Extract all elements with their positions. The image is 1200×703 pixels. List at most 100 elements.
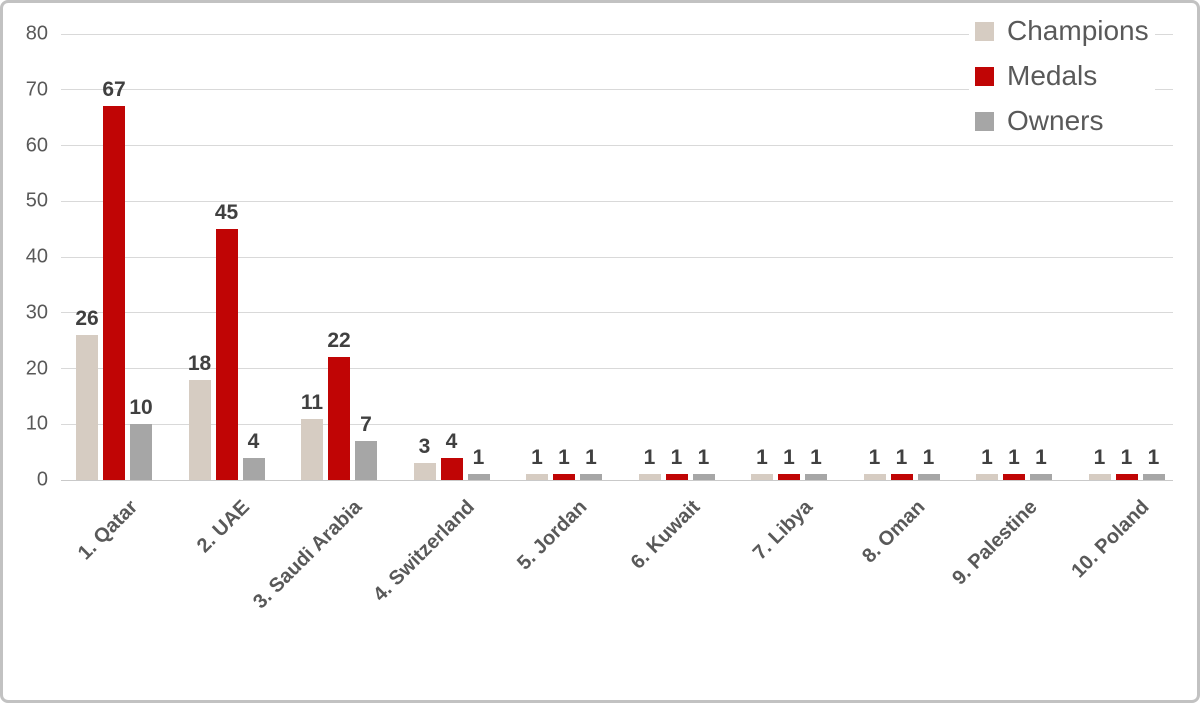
bar-medals-9: 1: [1003, 446, 1025, 480]
y-axis-tick-40: 40: [25, 245, 48, 268]
bar-champions-8: 1: [863, 446, 886, 480]
legend-label-owners: Owners: [1007, 105, 1104, 136]
data-label-owners-4: 1: [472, 446, 485, 470]
legend-item-champions: Champions: [975, 15, 1149, 47]
gridline-10: [61, 423, 1173, 425]
bar-owners-5: 1: [580, 446, 602, 480]
y-axis-tick-30: 30: [25, 301, 48, 324]
data-label-champions-2: 18: [187, 351, 212, 375]
data-label-owners-8: 1: [922, 446, 935, 470]
bar-owners-3: 7: [355, 413, 377, 480]
data-label-champions-1: 26: [75, 307, 99, 331]
bar-group-3: 11 22 7: [301, 329, 377, 480]
bar-owners-9: 1: [1030, 446, 1052, 480]
bar-champions-1: 26: [75, 307, 99, 480]
bar-group-2: 18 45 4: [188, 201, 265, 480]
x-axis-label-2: 2. UAE: [192, 496, 255, 558]
y-axis-tick-60: 60: [25, 134, 48, 156]
data-label-medals-4: 4: [445, 429, 458, 453]
y-axis-tick-70: 70: [25, 78, 48, 101]
bar-owners-7: 1: [805, 446, 827, 480]
data-label-champions-9: 1: [981, 446, 993, 470]
legend-item-medals: Medals: [975, 60, 1149, 92]
data-label-medals-6: 1: [670, 446, 683, 470]
data-label-owners-3: 7: [360, 412, 372, 436]
gridline-20: [61, 368, 1173, 369]
x-axis-label-4: 4. Switzerland: [369, 496, 480, 606]
data-label-owners-10: 1: [1147, 446, 1160, 470]
data-label-medals-1: 67: [102, 78, 126, 102]
bar-champions-10: 1: [1088, 446, 1111, 480]
gridline-60: [61, 145, 1173, 146]
data-label-medals-5: 1: [558, 446, 570, 470]
owners-swatch-icon: [975, 111, 994, 131]
data-label-owners-5: 1: [585, 446, 597, 470]
bar-medals-7: 1: [778, 446, 800, 480]
medals-swatch-icon: [975, 66, 994, 86]
gridline-50: [61, 200, 1173, 202]
data-label-champions-6: 1: [643, 446, 656, 470]
bar-medals-4: 4: [440, 430, 463, 480]
data-label-owners-9: 1: [1035, 446, 1047, 470]
data-label-owners-2: 4: [247, 429, 260, 453]
bar-medals-10: 1: [1115, 446, 1138, 480]
x-axis-label-1: 1. Qatar: [73, 496, 142, 565]
data-label-medals-3: 22: [327, 329, 351, 353]
bar-champions-2: 18: [188, 352, 211, 480]
bar-medals-8: 1: [890, 446, 913, 480]
x-axis-label-9: 9. Palestine: [948, 496, 1042, 590]
data-label-champions-5: 1: [531, 446, 543, 470]
bar-medals-1: 67: [102, 78, 126, 480]
x-axis-label-7: 7. Libya: [748, 496, 817, 565]
bar-medals-2: 45: [215, 201, 238, 480]
legend-label-medals: Medals: [1007, 60, 1098, 91]
bar-owners-1: 10: [129, 396, 153, 480]
x-axis-label-3: 3. Saudi Arabia: [249, 496, 367, 614]
bar-owners-2: 4: [242, 430, 265, 480]
data-label-champions-8: 1: [868, 446, 881, 470]
gridline-70: [61, 89, 1173, 91]
legend: Champions Medals Owners: [969, 13, 1155, 139]
bar-champions-6: 1: [638, 446, 661, 480]
bar-champions-3: 11: [301, 391, 323, 480]
data-label-medals-7: 1: [783, 446, 795, 470]
x-axis-label-5: 5. Jordan: [513, 496, 592, 575]
bar-champions-7: 1: [751, 446, 773, 480]
plot-area: 0 10 20 30 40 50 60 70 80 26 67 10 1. Qatar 18 45 4 2. U…: [26, 23, 1173, 613]
gridline-30: [61, 312, 1173, 314]
legend-label-champions: Champions: [1007, 15, 1149, 46]
data-label-medals-9: 1: [1008, 446, 1020, 470]
data-label-champions-4: 3: [418, 435, 431, 459]
data-label-owners-1: 10: [129, 396, 153, 420]
data-label-medals-8: 1: [895, 446, 908, 470]
data-label-owners-6: 1: [697, 446, 710, 470]
bar-medals-5: 1: [553, 446, 575, 480]
y-axis-tick-80: 80: [25, 22, 48, 45]
y-axis-tick-50: 50: [25, 189, 48, 212]
gridline-80: [61, 33, 1173, 35]
data-label-medals-10: 1: [1120, 446, 1133, 470]
data-label-owners-7: 1: [810, 446, 822, 470]
bar-champions-4: 3: [413, 435, 436, 480]
bar-owners-4: 1: [467, 446, 490, 480]
gridline-40: [61, 256, 1173, 258]
legend-item-owners: Owners: [975, 105, 1149, 137]
x-axis-label-10: 10. Poland: [1067, 496, 1155, 583]
champions-swatch-icon: [975, 21, 994, 41]
y-axis-tick-10: 10: [25, 412, 48, 435]
data-label-champions-7: 1: [756, 446, 768, 470]
data-label-champions-10: 1: [1093, 446, 1106, 470]
bar-owners-6: 1: [692, 446, 715, 480]
bar-group-1: 26 67 10: [75, 78, 153, 480]
x-axis-label-8: 8. Oman: [857, 496, 930, 568]
data-label-medals-2: 45: [214, 201, 239, 225]
x-axis-label-6: 6. Kuwait: [626, 496, 705, 574]
gridline-0: [61, 479, 1173, 481]
